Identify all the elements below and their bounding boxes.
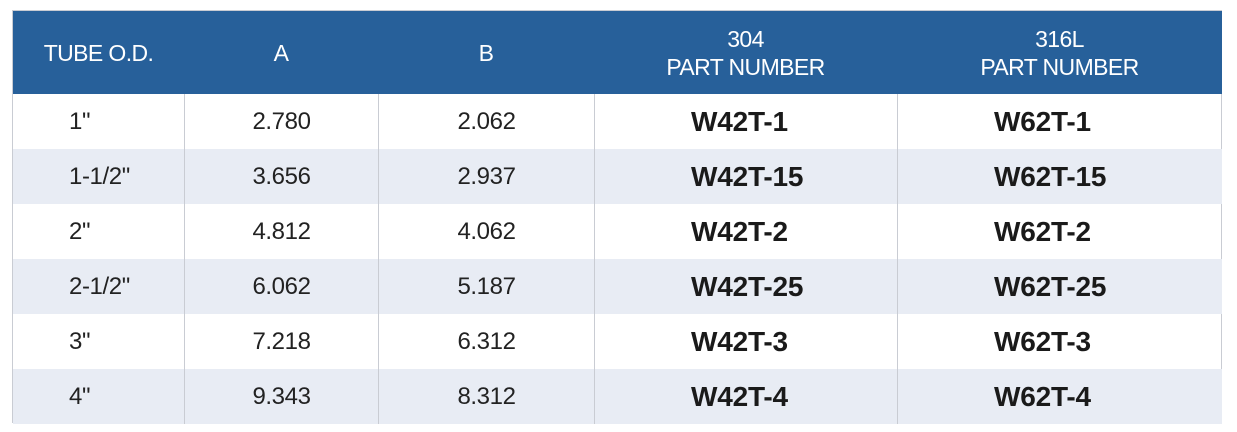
header-text: A xyxy=(273,39,289,66)
table-cell: 2.937 xyxy=(378,149,594,204)
table-cell: W62T-25 xyxy=(897,259,1222,314)
header-cell: 316L PART NUMBER xyxy=(897,11,1222,94)
table-cell: 6.312 xyxy=(378,314,594,369)
header-text: 316L xyxy=(1035,25,1084,52)
table-cell: W42T-3 xyxy=(594,314,897,369)
table-cell: 6.062 xyxy=(184,259,378,314)
table-cell: W62T-15 xyxy=(897,149,1222,204)
table-cell: W42T-1 xyxy=(594,94,897,149)
table-cell: W62T-1 xyxy=(897,94,1222,149)
table-cell: W42T-25 xyxy=(594,259,897,314)
table-cell: 4.812 xyxy=(184,204,378,259)
header-cell: 304 PART NUMBER xyxy=(594,11,897,94)
header-text: PART NUMBER xyxy=(980,53,1139,80)
table-cell: W62T-4 xyxy=(897,369,1222,424)
table-cell: W42T-15 xyxy=(594,149,897,204)
header-text: PART NUMBER xyxy=(666,53,825,80)
table: TUBE O.D. A B 304 PART NUMBER 316L PART NUMBER… xyxy=(12,10,1222,424)
table-cell: W62T-2 xyxy=(897,204,1222,259)
table-cell: 9.343 xyxy=(184,369,378,424)
header-cell: A xyxy=(184,11,378,94)
header-text: TUBE O.D. xyxy=(43,39,154,66)
table-cell: 4" xyxy=(13,369,184,424)
table-cell: 3" xyxy=(69,327,91,355)
table-cell: 8.312 xyxy=(378,369,594,424)
table-cell: 2.062 xyxy=(378,94,594,149)
table-cell: 4.062 xyxy=(378,204,594,259)
table-cell: 2-1/2" xyxy=(13,259,184,314)
table-cell: 1-1/2" xyxy=(13,149,184,204)
table-cell: W42T-2 xyxy=(594,204,897,259)
header-text: B xyxy=(478,39,494,66)
header-cell: TUBE O.D. xyxy=(13,11,184,94)
header-text: 304 xyxy=(727,25,764,52)
table-cell: W42T-4 xyxy=(594,369,897,424)
table-cell: 7.218 xyxy=(184,314,378,369)
header-cell: B xyxy=(378,11,594,94)
table-cell: 2.780 xyxy=(184,94,378,149)
table-cell: W62T-3 xyxy=(897,314,1222,369)
table-cell: 5.187 xyxy=(378,259,594,314)
table-cell: 1" xyxy=(69,107,91,135)
table-cell: 3.656 xyxy=(184,149,378,204)
table-cell: 2" xyxy=(69,217,91,245)
